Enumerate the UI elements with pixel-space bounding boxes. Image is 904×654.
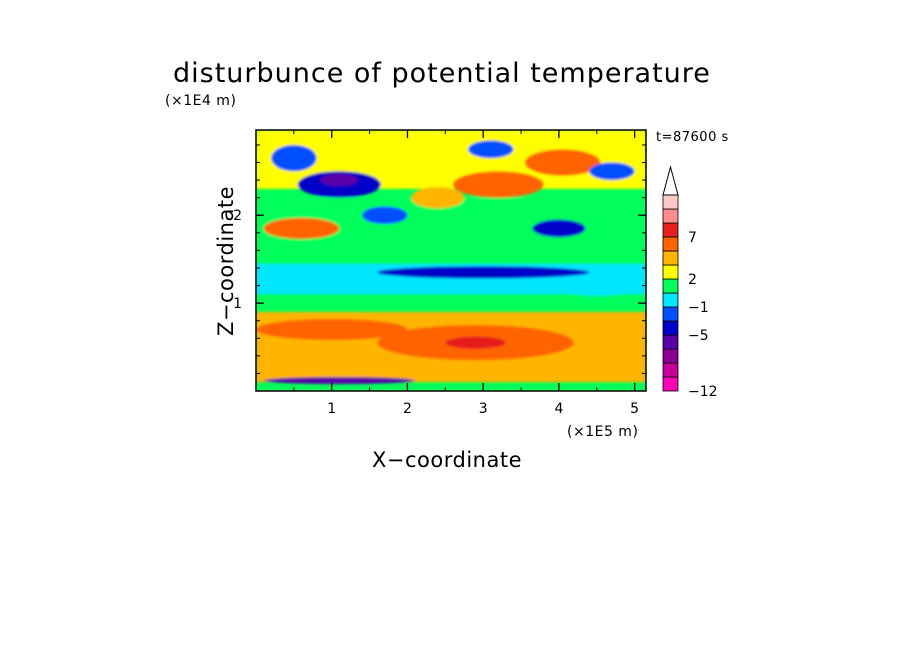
field-blob-15 [452, 171, 544, 198]
colorbar-swatch-7 [662, 278, 679, 294]
field-blob-11 [263, 217, 340, 239]
x-tick-label-4: 5 [630, 401, 639, 417]
x-tick-label-1: 2 [403, 401, 412, 417]
x-axis-label: X−coordinate [372, 448, 522, 472]
field-band-1 [256, 298, 646, 308]
field-blob-20 [411, 187, 465, 209]
field-blob-16 [524, 149, 601, 176]
field-blob-7 [256, 318, 408, 341]
field-blob-18 [589, 162, 635, 181]
field-blob-17 [532, 219, 586, 238]
colorbar-swatch-5 [662, 306, 679, 322]
field-blob-10 [551, 275, 643, 297]
colorbar-label-0: −12 [688, 384, 718, 400]
colorbar-swatch-8 [662, 264, 679, 280]
colorbar-swatch-6 [662, 292, 679, 308]
field-blob-9 [377, 266, 590, 279]
colorbar: −12−5−127 [662, 165, 718, 400]
plot-frame [255, 129, 647, 392]
field-features [256, 130, 646, 384]
colorbar-extend-arrow [662, 165, 679, 196]
colorbar-swatch-11 [662, 222, 679, 238]
chart-title: disturbunce of potential temperature [173, 58, 711, 89]
colorbar-swatch-0 [662, 376, 679, 392]
colorbar-swatch-4 [662, 320, 679, 336]
x-tick-label-3: 4 [554, 401, 563, 417]
colorbar-label-2: −1 [688, 300, 709, 316]
colorbar-label-3: 2 [688, 272, 697, 288]
colorbar-label-1: −5 [688, 328, 709, 344]
field-blob-14 [271, 144, 317, 172]
colorbar-swatch-13 [662, 194, 679, 210]
axes: 1 2 3 4 5 1 2 [233, 130, 646, 417]
z-axis-unit: (×1E4 m) [165, 93, 237, 109]
time-label: t=87600 s [656, 130, 729, 145]
colorbar-swatch-12 [662, 208, 679, 224]
field-blob-19 [468, 140, 514, 159]
x-axis-unit: (×1E5 m) [567, 424, 639, 440]
colorbar-swatch-2 [662, 348, 679, 364]
contour-field [256, 130, 646, 391]
colorbar-swatch-3 [662, 334, 679, 350]
field-blob-13 [320, 173, 359, 187]
y-tick-label-1: 2 [233, 208, 242, 224]
field-blob-21 [362, 206, 408, 225]
colorbar-swatch-9 [662, 250, 679, 266]
x-tick-label-0: 1 [327, 401, 336, 417]
colorbar-label-4: 7 [688, 230, 697, 246]
colorbar-swatch-10 [662, 236, 679, 252]
field-blob-8 [263, 376, 416, 384]
colorbar-swatch-1 [662, 362, 679, 378]
x-tick-label-2: 3 [479, 401, 488, 417]
y-tick-label-0: 1 [233, 296, 242, 312]
field-blob-6 [445, 336, 506, 349]
